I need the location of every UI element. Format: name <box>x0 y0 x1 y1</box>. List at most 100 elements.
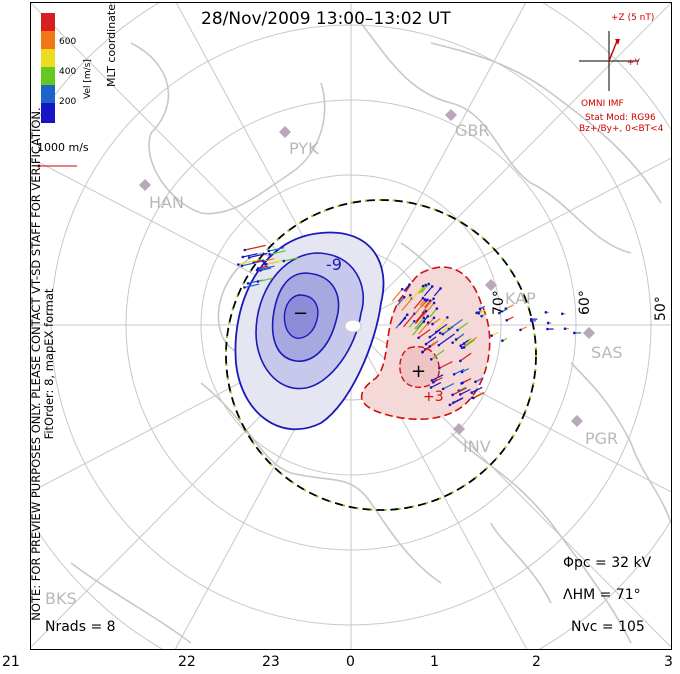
station-label-gbr: GBR <box>455 121 490 140</box>
colorbar-band <box>41 13 55 31</box>
velocity-vector-origin <box>451 394 454 397</box>
velocity-vector-origin <box>431 379 434 382</box>
preview-note: NOTE: FOR PREVIEW PURPOSES ONLY. PLEASE … <box>30 34 56 650</box>
velocity-vector-origin <box>422 285 425 288</box>
velocity-vector-origin <box>474 380 477 383</box>
map-title: 28/Nov/2009 13:00–13:02 UT <box>201 9 451 29</box>
velocity-vector-origin <box>248 256 251 259</box>
velocity-vector <box>245 245 266 250</box>
velocity-vector-origin <box>438 367 441 370</box>
station-label-han: HAN <box>149 193 184 212</box>
mlt-hour-label: 0 <box>346 654 355 670</box>
velocity-vector-origin <box>519 329 522 332</box>
station-label-inv: INV <box>463 437 491 456</box>
velocity-vector-origin <box>530 318 533 321</box>
velocity-vector-origin <box>237 263 240 266</box>
contour-label-positive: +3 <box>423 389 444 405</box>
velocity-vector-origin <box>449 404 452 407</box>
velocity-vector-origin <box>453 373 456 376</box>
velocity-vector-origin <box>505 319 508 322</box>
polar-map: − + <box>31 3 672 650</box>
velocity-vector-origin <box>442 333 445 336</box>
velocity-vector-origin <box>268 250 271 253</box>
mlt-hour-label: 22 <box>178 654 196 670</box>
min-potential-marker: − <box>293 303 308 324</box>
velocity-vector-origin <box>241 264 244 267</box>
imf-plus-z: +Z (5 nT) <box>611 13 654 23</box>
velocity-vector-origin <box>433 316 436 319</box>
velocity-vector-origin <box>401 288 404 291</box>
velocity-vector-origin <box>242 256 245 259</box>
velocity-vector-origin <box>244 249 247 252</box>
velocity-vector-origin <box>431 285 434 288</box>
map-frame: − + 6 <box>30 2 672 650</box>
velocity-vector-origin <box>446 316 449 319</box>
colorbar-tick: 400 <box>59 67 76 77</box>
contour-label-negative: -9 <box>326 255 342 274</box>
velocity-vector-origin <box>268 253 271 256</box>
velocity-vector-origin <box>404 317 407 320</box>
velocity-vector-origin <box>413 320 416 323</box>
velocity-vector-origin <box>409 294 412 297</box>
velocity-vector-origin <box>459 360 462 363</box>
imf-stat-mod: Stat Mod: RG96 <box>585 113 656 123</box>
station-marker-pgr <box>571 415 583 427</box>
velocity-vector-origin <box>545 311 548 314</box>
velocity-vector-origin <box>247 282 250 285</box>
velocity-vector-origin <box>461 371 464 374</box>
velocity-vector-origin <box>425 343 428 346</box>
station-marker-han <box>139 179 151 191</box>
velocity-vector-origin <box>436 307 439 310</box>
latitude-label-50: 50° <box>653 296 669 321</box>
latitude-label-70: 70° <box>491 290 507 315</box>
colorbar-tick: 600 <box>59 37 76 47</box>
velocity-vector-origin <box>459 393 462 396</box>
velocity-vector-origin <box>501 339 504 342</box>
velocity-vector-origin <box>561 312 564 315</box>
velocity-vector-origin <box>479 307 482 310</box>
velocity-vector-origin <box>432 297 435 300</box>
velocity-vector-origin <box>456 329 459 332</box>
mlt-hour-label: 2 <box>532 654 541 670</box>
velocity-vector-origin <box>406 313 409 316</box>
velocity-vector-origin <box>475 312 478 315</box>
station-marker-gbr <box>445 109 457 121</box>
station-marker-sas <box>583 327 595 339</box>
velocity-vector-origin <box>431 323 434 326</box>
velocity-vector-origin <box>421 351 424 354</box>
station-label-pyk: PYK <box>289 139 319 158</box>
velocity-vector-origin <box>470 391 473 394</box>
velocity-vector-origin <box>425 299 428 302</box>
velocity-vector-origin <box>480 315 483 318</box>
station-label-sas: SAS <box>591 343 623 362</box>
imf-conditions: Bz+/By+, 0<BT<4 <box>579 124 663 134</box>
preview-note-line-2: FitOrder: 8, mapEX format <box>43 34 56 650</box>
stat-n-vc: Nvc = 105 <box>571 619 645 635</box>
velocity-vector-origin <box>427 315 430 318</box>
velocity-vector-origin <box>403 296 406 299</box>
station-label-pgr: PGR <box>585 429 618 448</box>
velocity-vector-origin <box>408 283 411 286</box>
mlt-hour-label: 21 <box>2 654 20 670</box>
magnetic-pole <box>345 320 361 332</box>
stat-phi-pc: Φpc = 32 kV <box>563 555 651 571</box>
station-label-kap: KAP <box>505 289 536 308</box>
latitude-label-60: 60° <box>577 290 593 315</box>
velocity-vector-origin <box>429 336 432 339</box>
velocity-vector-origin <box>433 302 436 305</box>
velocity-vector-origin <box>427 321 430 324</box>
velocity-vector-origin <box>265 263 268 266</box>
velocity-vector-origin <box>452 401 455 404</box>
max-potential-marker: + <box>411 361 426 382</box>
velocity-vector-origin <box>547 322 550 325</box>
mlt-hour-label: 3 <box>664 654 673 670</box>
velocity-vector-origin <box>423 317 426 320</box>
velocity-vector-origin <box>455 338 458 341</box>
velocity-vector-origin <box>257 280 260 283</box>
velocity-vector-origin <box>463 346 466 349</box>
velocity-vector-origin <box>417 336 420 339</box>
velocity-vector-origin <box>461 382 464 385</box>
velocity-vector-origin <box>564 327 567 330</box>
velocity-vector-origin <box>490 334 493 337</box>
velocity-vector-origin <box>472 397 475 400</box>
